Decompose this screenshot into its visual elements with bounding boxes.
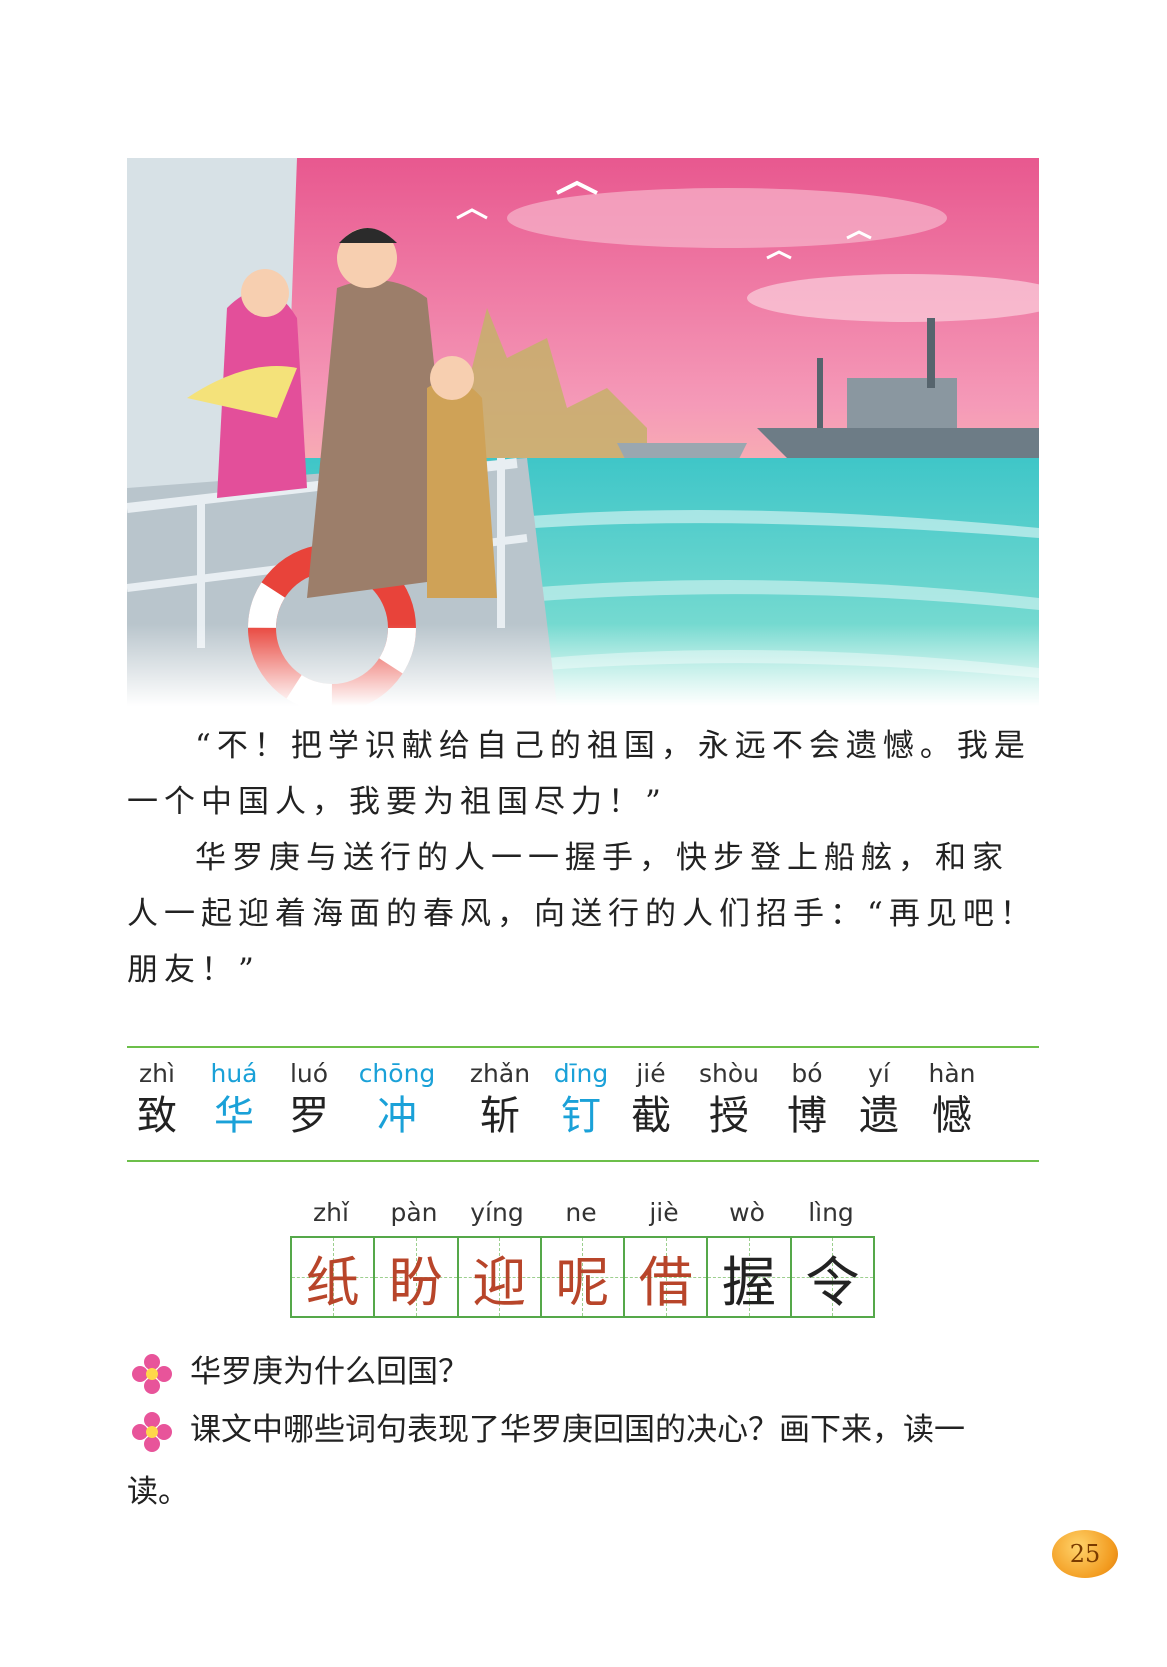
word-pinyin: zhì <box>139 1059 175 1088</box>
word-item: yí 遗 <box>849 1058 909 1142</box>
word-item: dīng 钉 <box>543 1058 619 1142</box>
paragraph-2-text: 华罗庚与送行的人一一握手，快步登上船舷，和家人一起迎着海面的春风，向送行的人们招… <box>127 840 1037 988</box>
grid-pinyin: yíng <box>470 1198 524 1227</box>
flower-icon <box>132 1412 172 1452</box>
word-pinyin: yí <box>868 1059 890 1088</box>
word-item: luó 罗 <box>279 1058 339 1142</box>
writing-grid: 纸 盼 迎 呢 借 握 令 <box>290 1236 875 1318</box>
paragraph-1: “不！把学识献给自己的祖国，永远不会遗憾。我是一个中国人，我要为祖国尽力！” <box>127 718 1039 830</box>
grid-char: 令 <box>805 1250 860 1314</box>
grid-pinyin: zhǐ <box>313 1198 349 1227</box>
word-hanzi: 博 <box>787 1093 827 1139</box>
grid-char: 纸 <box>305 1250 360 1314</box>
grid-pinyin: pàn <box>390 1198 438 1227</box>
paragraph-1-text: “不！把学识献给自己的祖国，永远不会遗憾。我是一个中国人，我要为祖国尽力！” <box>127 728 1031 820</box>
word-list: zhì 致 huá 华 luó 罗 chōng 冲 zhǎn 斩 dīng 钉 jié 截 s… <box>127 1058 1039 1154</box>
flower-icon <box>132 1354 172 1394</box>
word-hanzi: 遗 <box>859 1093 899 1139</box>
grid-cell: 盼 <box>375 1238 459 1316</box>
grid-pinyin: jiè <box>649 1198 679 1227</box>
question-1-text: 华罗庚为什么回国？ <box>190 1354 469 1390</box>
word-hanzi: 憾 <box>932 1093 972 1139</box>
grid-pinyin: wò <box>729 1198 765 1227</box>
word-item: zhǎn 斩 <box>457 1058 543 1142</box>
word-pinyin: shòu <box>698 1059 759 1088</box>
question-2: 课文中哪些词句表现了华罗庚回国的决心？画下来，读一 <box>132 1410 1040 1452</box>
word-hanzi: 致 <box>137 1093 177 1139</box>
word-item: huá 华 <box>199 1058 269 1142</box>
grid-char: 呢 <box>555 1250 610 1314</box>
grid-cell: 握 <box>708 1238 792 1316</box>
grid-cell: 令 <box>791 1238 874 1316</box>
word-hanzi: 华 <box>214 1093 254 1139</box>
grid-pinyin: ne <box>565 1198 597 1227</box>
word-item: chōng 冲 <box>349 1058 445 1142</box>
word-pinyin: dīng <box>553 1059 609 1088</box>
grid-cell: 迎 <box>458 1238 542 1316</box>
word-item: zhì 致 <box>127 1058 187 1142</box>
word-item: shòu 授 <box>689 1058 769 1142</box>
grid-char: 握 <box>722 1250 777 1314</box>
question-2-text: 课文中哪些词句表现了华罗庚回国的决心？画下来，读一 <box>190 1412 965 1448</box>
question-1: 华罗庚为什么回国？ <box>132 1352 469 1394</box>
word-hanzi: 斩 <box>480 1093 520 1139</box>
word-hanzi: 冲 <box>377 1093 417 1139</box>
word-hanzi: 罗 <box>289 1093 329 1139</box>
grid-pinyin: lìng <box>808 1198 854 1227</box>
page-number-badge: 25 <box>1052 1530 1118 1578</box>
grid-char: 借 <box>638 1250 693 1314</box>
word-pinyin: zhǎn <box>469 1059 531 1088</box>
word-pinyin: huá <box>210 1059 258 1088</box>
grid-cell: 纸 <box>292 1238 376 1316</box>
word-item: jié 截 <box>621 1058 681 1142</box>
word-item: hàn 憾 <box>917 1058 987 1142</box>
word-pinyin: chōng <box>358 1059 436 1088</box>
word-pinyin: jié <box>636 1059 666 1088</box>
grid-char: 迎 <box>472 1250 527 1314</box>
word-pinyin: luó <box>289 1059 329 1088</box>
question-2-continuation: 读。 <box>127 1474 189 1510</box>
word-pinyin: hàn <box>928 1059 976 1088</box>
page-number: 25 <box>1069 1540 1101 1568</box>
illustration-ship-departure <box>127 158 1039 706</box>
green-rule-top <box>127 1046 1039 1048</box>
word-hanzi: 截 <box>631 1093 671 1139</box>
grid-pinyin-row: zhǐ pàn yíng ne jiè wò lìng <box>290 1198 875 1232</box>
word-hanzi: 钉 <box>561 1093 601 1139</box>
grid-cell: 借 <box>625 1238 709 1316</box>
green-rule-bottom <box>127 1160 1039 1162</box>
word-item: bó 博 <box>777 1058 837 1142</box>
word-pinyin: bó <box>791 1059 823 1088</box>
grid-char: 盼 <box>388 1250 443 1314</box>
word-hanzi: 授 <box>709 1093 749 1139</box>
paragraph-2: 华罗庚与送行的人一一握手，快步登上船舷，和家人一起迎着海面的春风，向送行的人们招… <box>127 830 1039 998</box>
grid-cell: 呢 <box>541 1238 626 1316</box>
